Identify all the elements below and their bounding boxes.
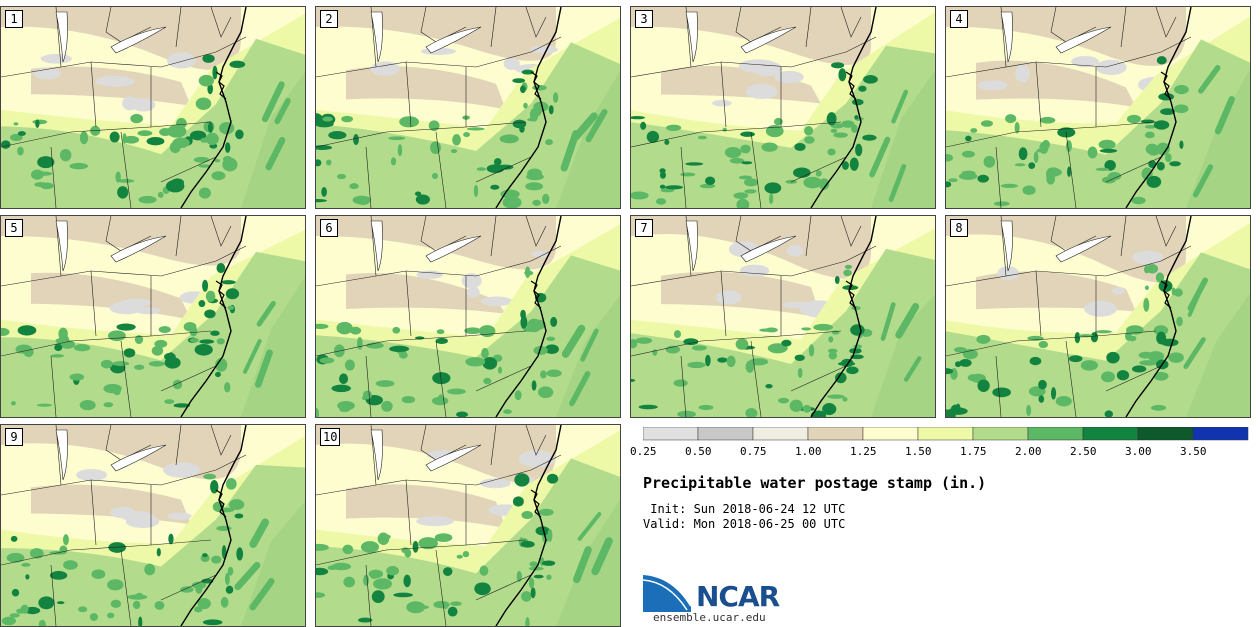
ensemble-member-panel-2: 2 [315, 6, 621, 209]
panel-label: 5 [5, 219, 23, 237]
ensemble-member-panel-8: 8 [945, 215, 1251, 418]
colorbar-swatch [1192, 427, 1249, 441]
colorbar-tick-label: 1.00 [795, 445, 822, 458]
colorbar-swatch [917, 427, 974, 441]
panel-label: 8 [950, 219, 968, 237]
ncar-logo-text: NCAR [696, 580, 780, 613]
ensemble-member-panel-4: 4 [945, 6, 1251, 209]
panel-label: 3 [635, 10, 653, 28]
colorbar-swatch [1027, 427, 1084, 441]
colorbar-tick-label: 1.25 [850, 445, 877, 458]
init-time: Init: Sun 2018-06-24 12 UTC [643, 502, 846, 516]
colorbar-tick-label: 0.50 [685, 445, 712, 458]
panel-label: 1 [5, 10, 23, 28]
valid-time: Valid: Mon 2018-06-25 00 UTC [643, 517, 846, 531]
ensemble-member-panel-10: 10 [315, 424, 621, 627]
colorbar-swatch [862, 427, 919, 441]
colorbar-swatch [972, 427, 1029, 441]
colorbar-tick-label: 1.50 [905, 445, 932, 458]
ensemble-member-panel-9: 9 [0, 424, 306, 627]
colorbar [643, 427, 1249, 441]
panel-label: 2 [320, 10, 338, 28]
ensemble-member-panel-5: 5 [0, 215, 306, 418]
colorbar-swatch [1082, 427, 1139, 441]
colorbar-swatch [807, 427, 864, 441]
panel-label: 10 [320, 428, 341, 446]
colorbar-tick-label: 3.50 [1180, 445, 1207, 458]
colorbar-swatch [752, 427, 809, 441]
panel-label: 6 [320, 219, 338, 237]
ensemble-member-panel-3: 3 [630, 6, 936, 209]
colorbar-tick-label: 0.75 [740, 445, 767, 458]
colorbar-swatch [643, 427, 699, 441]
colorbar-tick-label: 2.50 [1070, 445, 1097, 458]
ensemble-member-panel-7: 7 [630, 215, 936, 418]
ncar-logo-icon [643, 573, 692, 612]
ensemble-member-panel-1: 1 [0, 6, 306, 209]
colorbar-swatch [1137, 427, 1194, 441]
panel-label: 4 [950, 10, 968, 28]
colorbar-swatch [697, 427, 754, 441]
colorbar-tick-label: 3.00 [1125, 445, 1152, 458]
colorbar-tick-label: 2.00 [1015, 445, 1042, 458]
panel-label: 9 [5, 428, 23, 446]
ensemble-member-panel-6: 6 [315, 215, 621, 418]
colorbar-tick-label: 1.75 [960, 445, 987, 458]
source-url: ensemble.ucar.edu [653, 611, 766, 624]
panel-label: 7 [635, 219, 653, 237]
colorbar-tick-label: 0.25 [630, 445, 657, 458]
chart-title: Precipitable water postage stamp (in.) [643, 474, 987, 492]
